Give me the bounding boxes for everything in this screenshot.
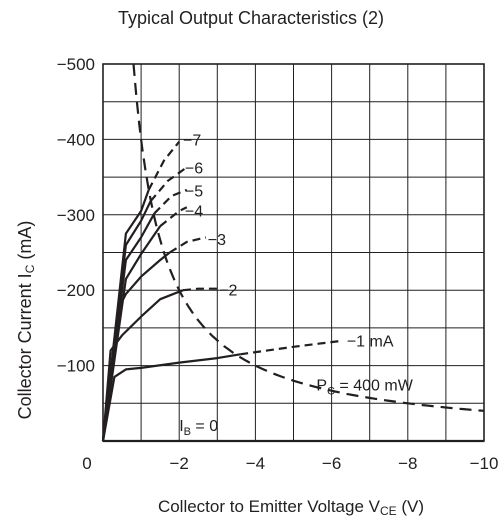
x-axis-label-unit: (V): [396, 497, 425, 516]
curve-label: −6: [185, 160, 203, 177]
plot-frame: [102, 63, 485, 442]
y-tick-label: −300: [57, 206, 95, 225]
chart-title: Typical Output Characteristics (2): [117, 8, 385, 28]
curve-ib-2-dashed: [182, 287, 218, 292]
x-axis-label-sub: CE: [379, 504, 397, 518]
x-tick-label: −2: [170, 454, 189, 473]
curve-ib-1mA-dashed: [240, 339, 344, 356]
curve-label: −3: [208, 232, 226, 249]
curve-ib-4-dashed: [159, 206, 188, 227]
x-tick-label: −4: [246, 454, 265, 473]
x-axis-label: Collector to Emitter Voltage VCE (V): [0, 497, 502, 518]
tick-labels: 0 −2 −4 −6 −8 −10 −100 −200 −300 −400 −500: [57, 55, 499, 473]
y-tick-label: −200: [57, 281, 95, 300]
curve-label: −2: [219, 282, 237, 299]
y-tick-label: −100: [57, 357, 95, 376]
x-tick-label: −8: [398, 454, 417, 473]
power-dissipation-curve: [132, 63, 485, 412]
y-tick-label: −500: [57, 55, 95, 74]
x-tick-label: −10: [470, 454, 499, 473]
curve-label-ib0: IB = 0: [179, 418, 218, 438]
curve-label: −7: [183, 132, 201, 149]
grid: [103, 64, 484, 441]
x-tick-label: 0: [82, 454, 91, 473]
y-tick-label: −400: [57, 130, 95, 149]
curve-label: −1 mA: [347, 334, 394, 351]
curve-ib-1mA-solid: [101, 353, 241, 442]
power-curve-label: PC = 400 mW: [316, 377, 413, 397]
curve-ib-7-solid: [101, 189, 150, 442]
curve-labels: −1 mA −2 −3 −4 −5 −6 −7 IB = 0 PC = 400 mW: [179, 132, 413, 438]
x-tick-label: −6: [322, 454, 341, 473]
curve-ib-7-dashed: [147, 141, 181, 191]
curve-ib-4-solid: [101, 225, 162, 442]
curve-label: −4: [185, 203, 203, 220]
curve-ib-6-dashed: [149, 166, 188, 202]
x-axis-label-main: Collector to Emitter Voltage V: [157, 497, 380, 516]
curve-label: −5: [185, 184, 203, 201]
curve-ib-3-dashed: [169, 236, 207, 254]
